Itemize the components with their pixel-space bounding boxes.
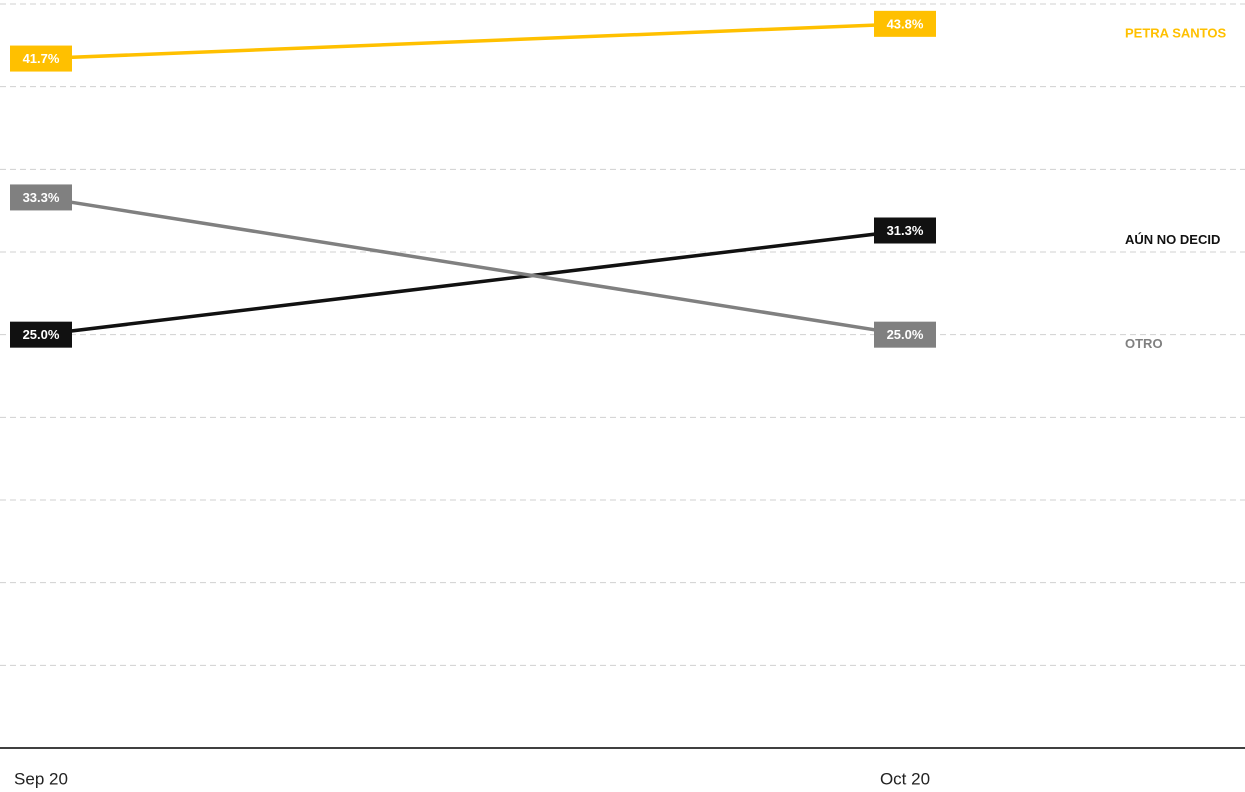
value-label: 31.3%	[887, 223, 924, 238]
x-tick-label: Sep 20	[14, 769, 68, 788]
value-label-box	[10, 45, 72, 72]
series-line	[40, 22, 906, 61]
value-label-box	[874, 321, 936, 348]
value-label: 33.3%	[23, 190, 60, 205]
value-label: 25.0%	[887, 327, 924, 342]
legend-label: AÚN NO DECID	[1125, 232, 1220, 247]
value-label: 25.0%	[23, 327, 60, 342]
legend-label: OTRO	[1125, 336, 1163, 351]
value-label-box	[10, 184, 72, 211]
legend-label: PETRA SANTOS	[1125, 25, 1226, 40]
value-label-box	[10, 321, 72, 348]
value-label: 41.7%	[23, 51, 60, 66]
value-label: 43.8%	[887, 16, 924, 31]
x-tick-label: Oct 20	[880, 769, 930, 788]
value-label-box	[874, 10, 936, 37]
series-line	[40, 228, 906, 337]
series-line	[40, 195, 906, 337]
value-label-box	[874, 217, 936, 244]
